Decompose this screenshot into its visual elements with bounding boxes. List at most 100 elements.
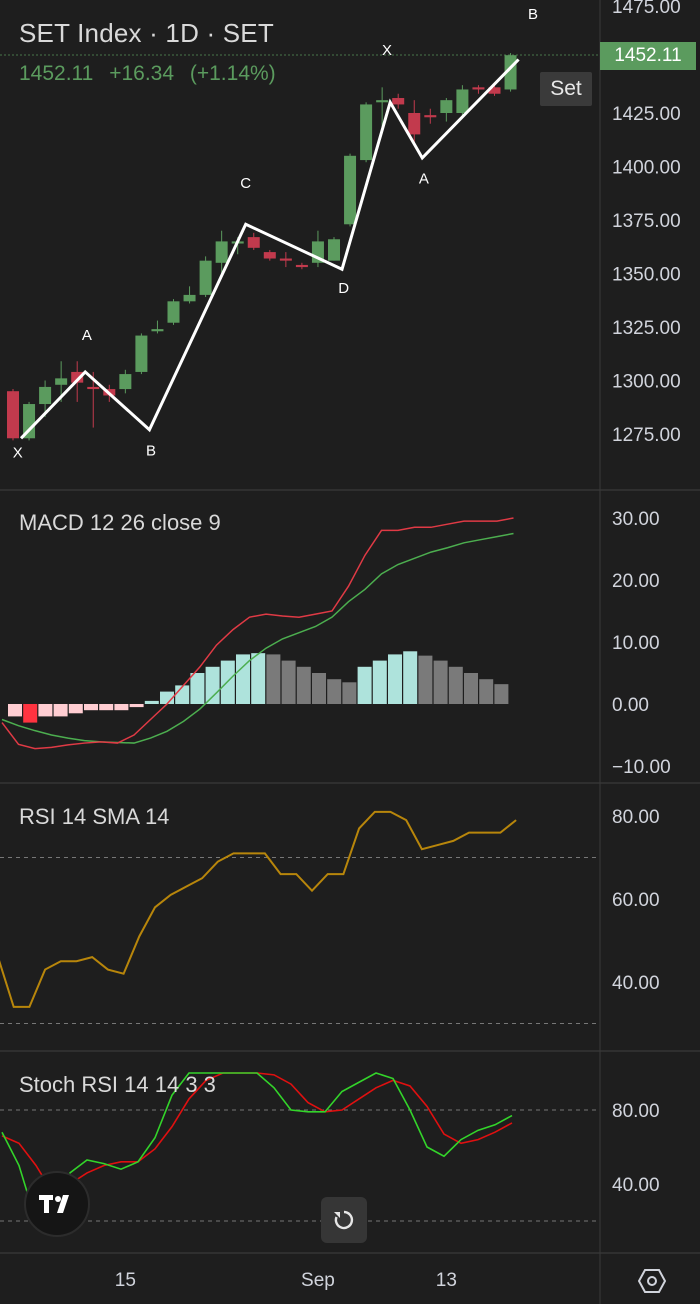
price-tick-label: 1350.00 (612, 265, 681, 286)
stoch-tick-label: 80.00 (612, 1101, 660, 1122)
candle-body (424, 115, 437, 118)
macd-histogram-bar (388, 654, 402, 704)
stoch-k-line (1, 1072, 513, 1232)
stoch-rsi-title[interactable]: Stoch RSI 14 14 3 3 (19, 1072, 216, 1097)
candle-body (199, 260, 212, 295)
price-tick-label: 1400.00 (612, 158, 681, 179)
pattern-label: B (146, 442, 156, 459)
macd-histogram-bar (99, 704, 114, 711)
stoch-tick-label: 40.00 (612, 1175, 660, 1196)
price-tick-label: 1325.00 (612, 318, 681, 339)
macd-histogram-bar (236, 654, 250, 704)
candle-body (215, 241, 228, 263)
candle-body (39, 386, 52, 405)
candle-body (328, 239, 340, 261)
time-tick-label: 15 (115, 1270, 136, 1291)
set-button[interactable]: Set (540, 72, 592, 106)
candle-body (472, 87, 485, 90)
candle-body (360, 104, 373, 161)
candle-body (488, 87, 501, 94)
price-tick-label: 1425.00 (612, 104, 681, 125)
candle-body (55, 378, 68, 385)
time-tick-label: Sep (301, 1270, 335, 1291)
price-tick-label: 1375.00 (612, 211, 681, 232)
rsi-tick-label: 80.00 (612, 807, 660, 828)
candle-body (295, 264, 308, 268)
symbol-title[interactable]: SET Index · 1D · SET (19, 18, 274, 48)
candle-body (151, 329, 164, 332)
macd-histogram-bar (433, 660, 448, 704)
candle-body (135, 335, 148, 372)
candle-body (344, 155, 357, 225)
macd-tick-label: −10.00 (612, 757, 671, 778)
macd-histogram-bar (23, 704, 38, 723)
last-price: 1452.11 (19, 62, 94, 85)
candle-body (408, 113, 421, 135)
macd-histogram-bar (357, 666, 372, 704)
macd-tick-label: 30.00 (612, 509, 660, 530)
candle-body (183, 294, 196, 302)
candle-body (263, 252, 276, 259)
pattern-label: C (240, 175, 251, 192)
macd-histogram-bar (312, 673, 326, 704)
reset-chart-icon[interactable] (321, 1197, 367, 1243)
rsi-title[interactable]: RSI 14 SMA 14 (19, 804, 170, 829)
macd-histogram-bar (84, 704, 98, 711)
macd-histogram-bar (53, 704, 68, 717)
macd-tick-label: 0.00 (612, 695, 649, 716)
price-tick-label: 1475.00 (612, 0, 681, 18)
rsi-tick-label: 60.00 (612, 890, 660, 911)
rsi-line (0, 810, 517, 1008)
macd-histogram-bar (144, 700, 159, 704)
pattern-label: A (419, 171, 429, 188)
macd-signal-line (1, 532, 514, 744)
candle-body (376, 100, 389, 103)
macd-histogram-bar (38, 704, 53, 717)
macd-histogram-bar (418, 655, 433, 704)
last-price-tag: 1452.11 (600, 42, 696, 70)
pattern-label: A (82, 327, 92, 344)
macd-histogram-bar (479, 679, 494, 704)
macd-histogram-bar (8, 704, 22, 717)
macd-histogram-bar (175, 685, 190, 704)
candle-body (440, 100, 453, 113)
macd-histogram-bar (342, 682, 357, 704)
macd-histogram-bar (494, 684, 509, 704)
candle-body (392, 98, 405, 105)
candle-body (167, 301, 180, 323)
macd-histogram-bar (464, 673, 478, 704)
macd-title[interactable]: MACD 12 26 close 9 (19, 510, 221, 535)
macd-histogram-bar (327, 679, 342, 704)
price-change-pct: (+1.14%) (189, 62, 276, 85)
macd-histogram-bar (251, 653, 266, 704)
macd-histogram-bar (266, 654, 281, 704)
pattern-label: D (338, 280, 349, 297)
candle-body (7, 391, 19, 439)
macd-histogram-bar (448, 666, 463, 704)
candle-body (279, 258, 292, 261)
settings-hexagon-icon[interactable] (634, 1264, 670, 1298)
price-info: 1452.11 +16.34 (+1.14%) (19, 62, 286, 86)
macd-histogram-bar (205, 666, 220, 704)
tradingview-logo-icon[interactable] (24, 1171, 90, 1237)
macd-histogram-bar (296, 666, 311, 704)
pattern-label: B (528, 6, 538, 23)
macd-line (1, 517, 514, 750)
macd-histogram-bar (129, 704, 144, 708)
macd-tick-label: 10.00 (612, 633, 660, 654)
macd-histogram-bar (403, 651, 418, 704)
candle-body (247, 237, 260, 248)
xabcd-pattern-line (19, 58, 520, 440)
price-tick-label: 1300.00 (612, 372, 681, 393)
macd-histogram-bar (281, 660, 296, 704)
candle-body (87, 386, 100, 390)
macd-tick-label: 20.00 (612, 571, 660, 592)
candle-body (456, 89, 469, 113)
pattern-label: X (13, 445, 23, 462)
macd-histogram-bar (114, 704, 129, 711)
rsi-tick-label: 40.00 (612, 973, 660, 994)
time-tick-label: 13 (436, 1270, 457, 1291)
pattern-label: X (382, 42, 392, 59)
candle-body (23, 404, 36, 439)
